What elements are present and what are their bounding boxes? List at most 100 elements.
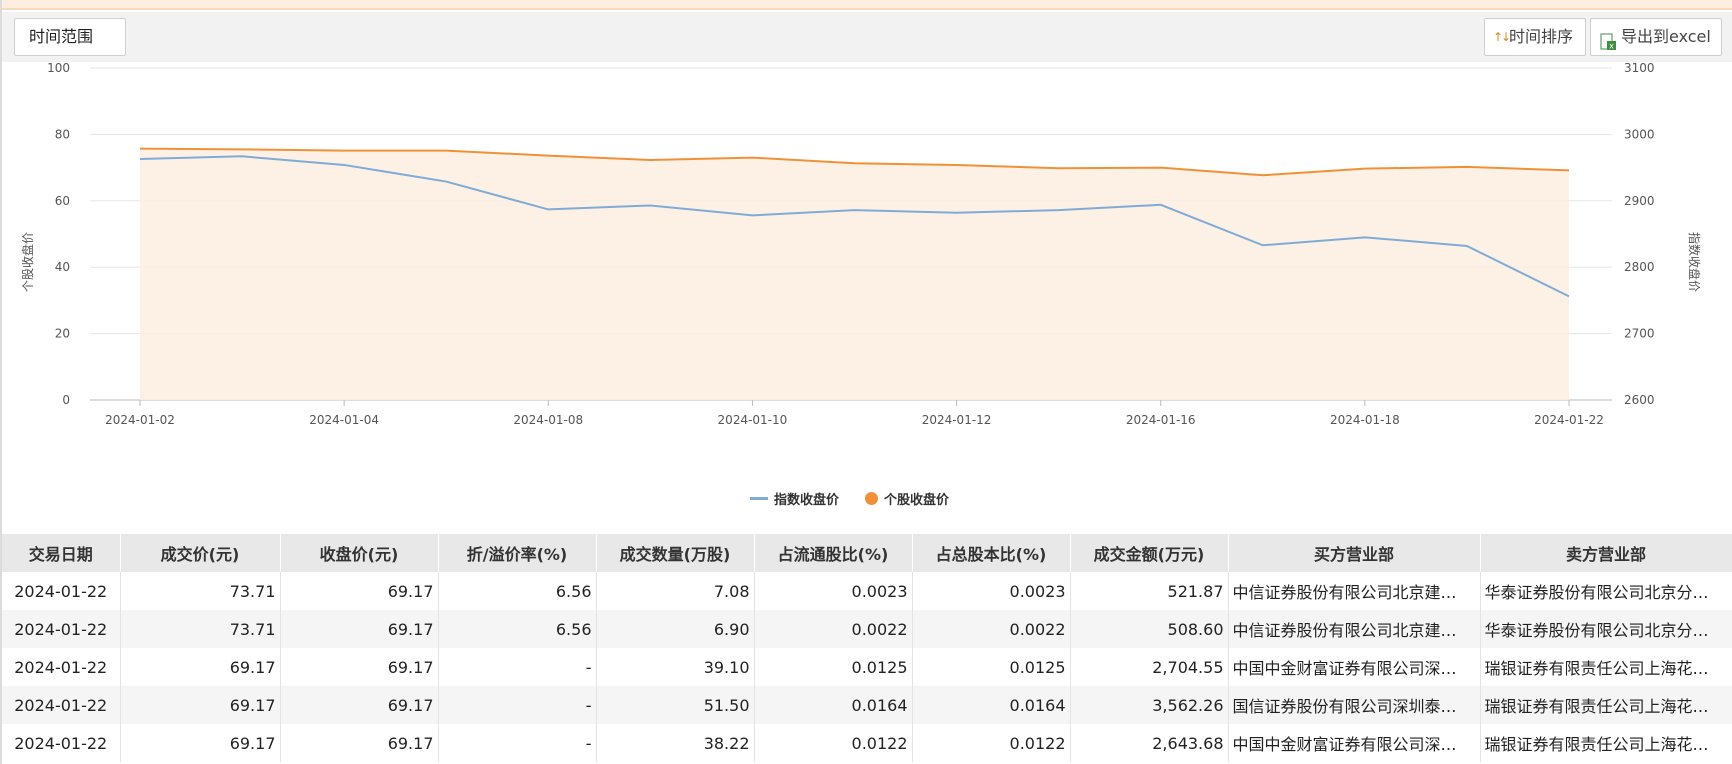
cell-premium-rate: - <box>438 648 597 686</box>
cell-float-ratio: 0.0164 <box>754 686 913 724</box>
cell-trade-price: 73.71 <box>120 610 281 648</box>
legend-index-label: 指数收盘价 <box>774 492 840 508</box>
time-sort-label: 时间排序 <box>1509 27 1574 46</box>
cell-trade-date: 2024-01-22 <box>2 610 121 648</box>
header-float-ratio[interactable]: 占流通股比(%) <box>754 534 913 572</box>
y-right-tick-label: 2700 <box>1624 327 1655 341</box>
header-trade-price[interactable]: 成交价(元) <box>120 534 281 572</box>
cell-close-price: 69.17 <box>280 648 439 686</box>
legend-item-index[interactable]: 指数收盘价 <box>750 489 839 508</box>
y-left-tick-label: 80 <box>55 127 70 141</box>
y-left-tick-label: 0 <box>62 393 70 407</box>
cell-buyer: 国信证券股份有限公司深圳泰… <box>1228 686 1481 724</box>
y-right-tick-label: 3000 <box>1624 127 1655 141</box>
cell-trade-date: 2024-01-22 <box>2 724 121 762</box>
table-row[interactable]: 2024-01-22 69.17 69.17-51.50 0.0164 0.0164 3,… <box>2 686 1732 724</box>
cell-premium-rate: - <box>438 686 597 724</box>
header-volume[interactable]: 成交数量(万股) <box>596 534 755 572</box>
cell-trade-price: 69.17 <box>120 686 281 724</box>
header-buyer[interactable]: 买方营业部 <box>1228 534 1481 572</box>
top-accent-bar <box>0 0 1732 10</box>
chart-legend: 指数收盘价 个股收盘价 <box>750 488 975 508</box>
index-price-line <box>139 155 1570 298</box>
x-tick-label: 2024-01-02 <box>105 413 175 427</box>
cell-trade-price: 69.17 <box>120 724 281 762</box>
x-tick-label: 2024-01-12 <box>922 413 992 427</box>
time-range-button[interactable]: 时间范围 <box>14 18 126 56</box>
cell-volume: 6.90 <box>596 610 755 648</box>
x-tick-label: 2024-01-08 <box>513 413 583 427</box>
cell-trade-date: 2024-01-22 <box>2 648 121 686</box>
table-row[interactable]: 2024-01-22 69.17 69.17-39.10 0.0125 0.0125 2,… <box>2 648 1732 686</box>
cell-premium-rate: 6.56 <box>438 572 597 610</box>
stock-price-line <box>139 147 1570 177</box>
toolbar: 时间范围 ↑↓ 时间排序 x 导出到excel <box>2 12 1732 62</box>
cell-buyer: 中信证券股份有限公司北京建… <box>1228 572 1481 610</box>
cell-trade-price: 73.71 <box>120 572 281 610</box>
cell-seller: 瑞银证券有限责任公司上海花… <box>1480 686 1732 724</box>
export-excel-button[interactable]: x 导出到excel <box>1590 18 1722 56</box>
legend-item-stock[interactable]: 个股收盘价 <box>865 489 949 508</box>
price-chart: 0 20 40 60 80 100 2600 2700 2800 2900 3000 3100 2024… <box>0 62 1732 522</box>
cell-trade-date: 2024-01-22 <box>2 686 121 724</box>
x-tick-label: 2024-01-18 <box>1330 413 1400 427</box>
cell-premium-rate: 6.56 <box>438 610 597 648</box>
legend-stock-label: 个股收盘价 <box>884 492 950 508</box>
cell-buyer: 中国中金财富证券有限公司深… <box>1228 648 1481 686</box>
cell-volume: 7.08 <box>596 572 755 610</box>
header-seller[interactable]: 卖方营业部 <box>1480 534 1732 572</box>
cell-seller: 瑞银证券有限责任公司上海花… <box>1480 648 1732 686</box>
y-right-axis-title: 指数收盘价 <box>1687 232 1702 292</box>
cell-close-price: 69.17 <box>280 610 439 648</box>
left-border <box>0 0 2 764</box>
cell-total-ratio: 0.0022 <box>912 610 1071 648</box>
cell-float-ratio: 0.0022 <box>754 610 913 648</box>
x-tick-label: 2024-01-10 <box>718 413 788 427</box>
cell-volume: 51.50 <box>596 686 755 724</box>
table-row[interactable]: 2024-01-22 69.17 69.17-38.22 0.0122 0.0122 2,… <box>2 724 1732 762</box>
cell-close-price: 69.17 <box>280 724 439 762</box>
excel-file-icon: x <box>1599 28 1617 51</box>
x-tick-label: 2024-01-16 <box>1126 413 1196 427</box>
header-trade-date[interactable]: 交易日期 <box>2 534 121 572</box>
cell-close-price: 69.17 <box>280 572 439 610</box>
header-total-ratio[interactable]: 占总股本比(%) <box>912 534 1071 572</box>
cell-seller: 华泰证券股份有限公司北京分… <box>1480 610 1732 648</box>
block-trade-table: 交易日期 成交价(元) 收盘价(元) 折/溢价率(%) 成交数量(万股) 占流通… <box>2 534 1732 762</box>
x-tick-label: 2024-01-22 <box>1534 413 1604 427</box>
table-body: 2024-01-22 73.71 69.17 6.56 7.08 0.0023 0.0023… <box>2 572 1732 762</box>
y-left-tick-label: 40 <box>55 260 70 274</box>
stock-price-area <box>140 148 1569 400</box>
cell-float-ratio: 0.0023 <box>754 572 913 610</box>
y-right-tick-label: 2800 <box>1624 260 1655 274</box>
cell-buyer: 中国中金财富证券有限公司深… <box>1228 724 1481 762</box>
header-amount[interactable]: 成交金额(万元) <box>1070 534 1229 572</box>
cell-amount: 521.87 <box>1070 572 1229 610</box>
price-chart-svg: 0 20 40 60 80 100 2600 2700 2800 2900 3000 3100 2024… <box>20 62 1702 427</box>
cell-trade-price: 69.17 <box>120 648 281 686</box>
cell-amount: 2,704.55 <box>1070 648 1229 686</box>
cell-seller: 瑞银证券有限责任公司上海花… <box>1480 724 1732 762</box>
y-left-tick-label: 100 <box>47 62 70 75</box>
stock-dot-swatch <box>865 491 879 505</box>
cell-amount: 3,562.26 <box>1070 686 1229 724</box>
block-trade-table-wrapper: 交易日期 成交价(元) 收盘价(元) 折/溢价率(%) 成交数量(万股) 占流通… <box>2 534 1732 762</box>
cell-total-ratio: 0.0023 <box>912 572 1071 610</box>
cell-amount: 508.60 <box>1070 610 1229 648</box>
y-right-tick-label: 2600 <box>1624 393 1655 407</box>
table-header-row: 交易日期 成交价(元) 收盘价(元) 折/溢价率(%) 成交数量(万股) 占流通… <box>2 534 1732 572</box>
cell-total-ratio: 0.0125 <box>912 648 1071 686</box>
table-row[interactable]: 2024-01-22 73.71 69.17 6.56 6.90 0.0022 0.0022… <box>2 610 1732 648</box>
cell-trade-date: 2024-01-22 <box>2 572 121 610</box>
header-close-price[interactable]: 收盘价(元) <box>280 534 439 572</box>
cell-total-ratio: 0.0164 <box>912 686 1071 724</box>
time-sort-button[interactable]: ↑↓ 时间排序 <box>1484 18 1586 56</box>
x-tick-label: 2024-01-04 <box>309 413 379 427</box>
index-line-swatch <box>750 496 768 500</box>
header-premium-rate[interactable]: 折/溢价率(%) <box>438 534 597 572</box>
table-row[interactable]: 2024-01-22 73.71 69.17 6.56 7.08 0.0023 0.0023… <box>2 572 1732 610</box>
y-right-tick-label: 3100 <box>1624 62 1655 75</box>
svg-text:x: x <box>1609 42 1614 51</box>
cell-total-ratio: 0.0122 <box>912 724 1071 762</box>
y-left-tick-label: 60 <box>55 194 70 208</box>
